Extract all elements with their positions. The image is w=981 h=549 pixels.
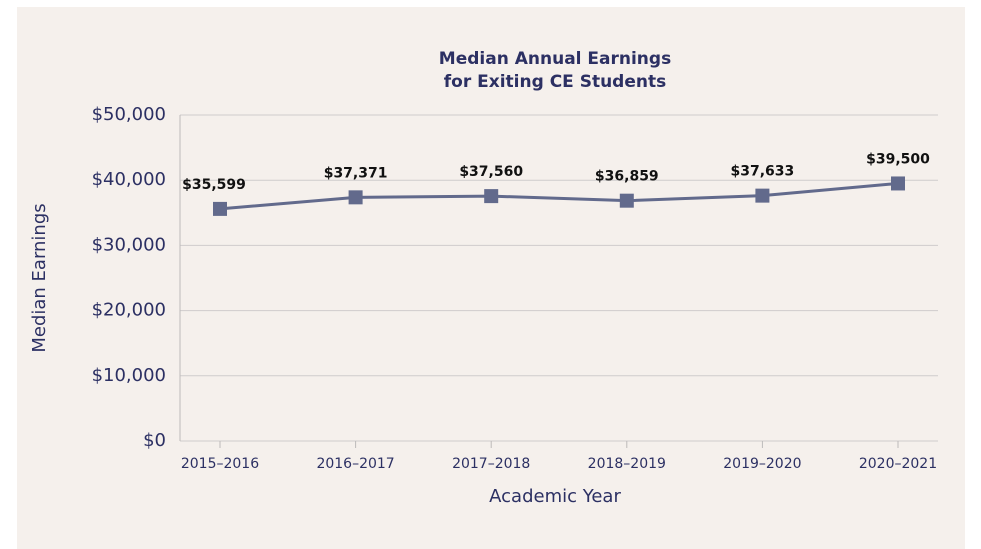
x-tick-label: 2016–2017 (316, 456, 394, 472)
panel (17, 7, 965, 549)
x-tick-label: 2019–2020 (723, 456, 801, 472)
x-axis-label: Academic Year (489, 486, 621, 507)
data-label: $39,500 (866, 151, 930, 167)
x-tick-label: 2020–2021 (859, 456, 937, 472)
marker (348, 190, 363, 205)
marker (213, 201, 227, 216)
y-tick-label: $0 (143, 430, 166, 451)
y-tick-label: $10,000 (92, 365, 166, 386)
y-tick-label: $20,000 (92, 300, 166, 321)
line (219, 181, 899, 211)
data-label: $37,371 (324, 165, 388, 181)
y-tick-label: $40,000 (92, 169, 166, 190)
marker (619, 193, 634, 208)
data-label: $37,633 (731, 164, 795, 180)
x-tick-label: 2017–2018 (452, 456, 530, 472)
data-label: $36,859 (595, 169, 659, 185)
marker (755, 188, 770, 203)
x-tick-label: 2015–2016 (181, 456, 259, 472)
y-tick-label: $50,000 (92, 104, 166, 125)
data-label: $35,599 (182, 177, 246, 193)
marker (891, 176, 905, 191)
chart-title: Median Annual Earnings (439, 49, 671, 69)
y-axis-label: Median Earnings (29, 203, 50, 352)
y-tick-label: $30,000 (92, 234, 166, 255)
chart-title: for Exiting CE Students (444, 72, 666, 92)
x-tick-label: 2018–2019 (588, 456, 666, 472)
data-label: $37,560 (459, 164, 523, 180)
marker (484, 189, 499, 204)
